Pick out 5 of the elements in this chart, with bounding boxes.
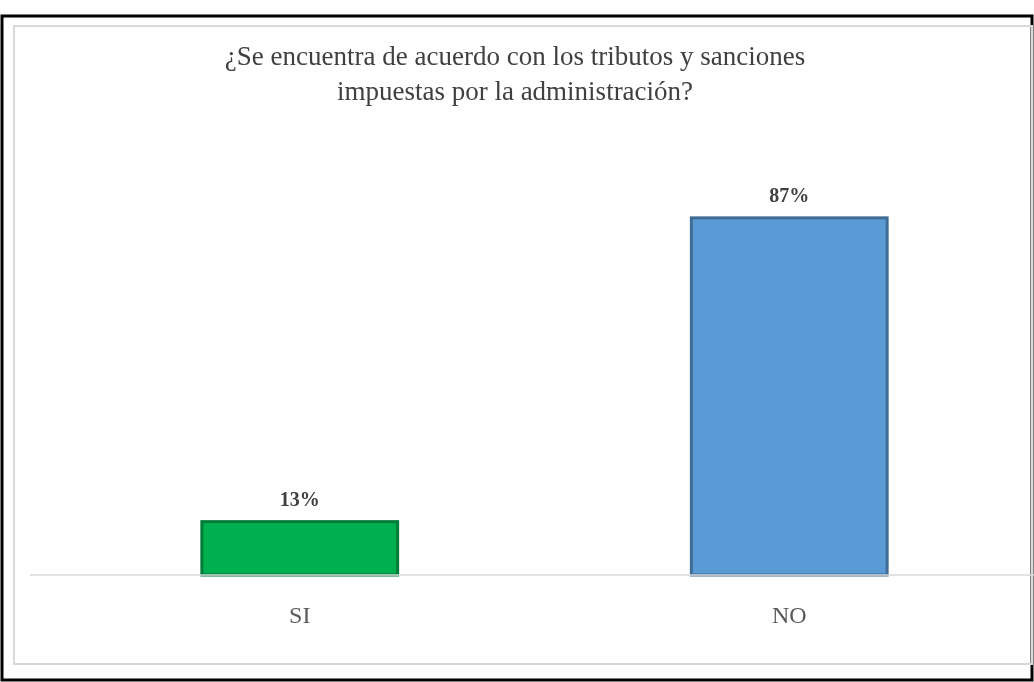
data-label: 13%: [279, 487, 320, 510]
chart-title: ¿Se encuentra de acuerdo con los tributos y sanciones impuestas por la administración?: [224, 41, 806, 106]
x-tick-label: NO: [771, 602, 807, 628]
data-label: 87%: [769, 183, 810, 206]
x-tick-label: SI: [289, 602, 311, 628]
